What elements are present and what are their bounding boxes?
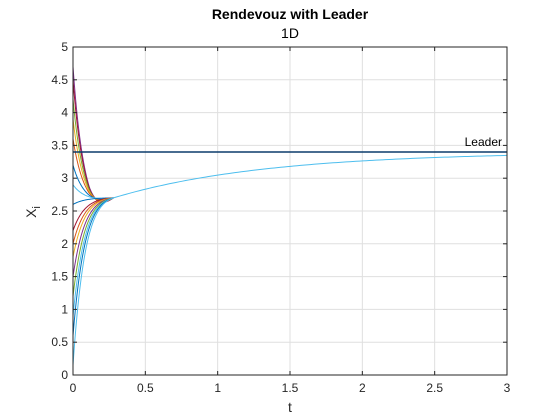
agent-line-16 xyxy=(73,197,114,366)
y-ticks: 0 0.5 1 1.5 2 2.5 3 3.5 4 4.5 5 xyxy=(51,40,507,382)
agent-line-8 xyxy=(73,197,114,205)
x-tick-label: 1 xyxy=(214,381,221,395)
x-ticks: 0 0.5 1 1.5 2 2.5 3 xyxy=(70,47,511,395)
y-axis-label-main: X xyxy=(23,208,39,218)
x-tick-label: 0 xyxy=(70,381,77,395)
y-tick-label: 4.5 xyxy=(51,73,68,87)
leader-label: Leader xyxy=(465,135,502,149)
x-tick-label: 2 xyxy=(359,381,366,395)
y-tick-label: 0.5 xyxy=(51,335,68,349)
x-tick-label: 3 xyxy=(504,381,511,395)
x-tick-label: 2.5 xyxy=(426,381,443,395)
grid-lines xyxy=(73,47,507,375)
chart-subtitle: 1D xyxy=(281,25,299,41)
y-axis-label-sub: i xyxy=(31,206,43,208)
y-tick-label: 3.5 xyxy=(51,138,68,152)
x-axis-label: t xyxy=(288,399,292,415)
y-tick-label: 5 xyxy=(61,40,68,54)
consensus-line xyxy=(113,154,507,199)
x-tick-label: 0.5 xyxy=(137,381,154,395)
y-tick-label: 4 xyxy=(61,106,68,120)
y-tick-label: 3 xyxy=(61,171,68,185)
plot-area xyxy=(73,66,507,366)
y-tick-label: 2.5 xyxy=(51,204,68,218)
y-tick-label: 1.5 xyxy=(51,270,68,284)
series-group xyxy=(73,66,507,366)
chart-title: Rendevouz with Leader xyxy=(212,6,369,22)
y-tick-label: 1 xyxy=(61,302,68,316)
y-tick-label: 0 xyxy=(61,368,68,382)
y-tick-label: 2 xyxy=(61,237,68,251)
x-tick-label: 1.5 xyxy=(282,381,299,395)
y-axis-label: Xi xyxy=(23,206,43,218)
y-axis-label-group: Xi xyxy=(23,206,43,218)
